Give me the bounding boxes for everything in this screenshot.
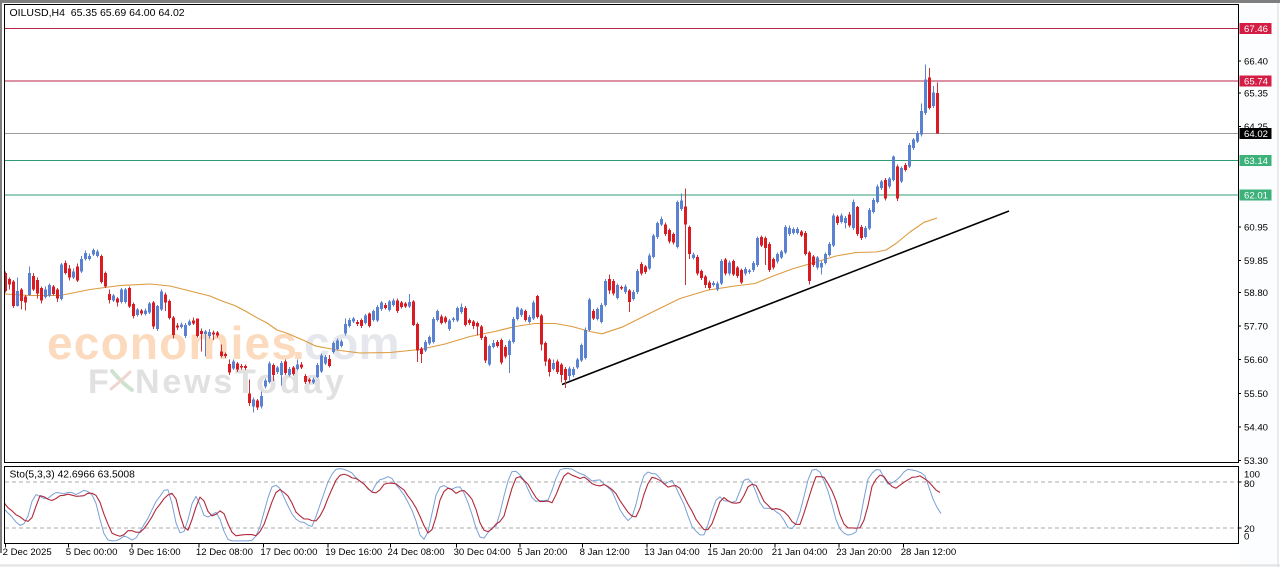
svg-text:64.25: 64.25 [1244, 122, 1268, 133]
svg-text:13 Jan 04:00: 13 Jan 04:00 [644, 547, 699, 558]
svg-text:62.01: 62.01 [1244, 190, 1268, 201]
svg-text:24 Dec 08:00: 24 Dec 08:00 [388, 547, 445, 558]
svg-text:100: 100 [1244, 469, 1260, 480]
svg-text:2 Dec 2025: 2 Dec 2025 [3, 547, 52, 558]
svg-text:OILUSD,H4 65.35 65.69 64.00 6: OILUSD,H4 65.35 65.69 64.00 64.02 [10, 7, 185, 19]
svg-text:economies: economies [47, 317, 298, 369]
svg-text:9 Dec 16:00: 9 Dec 16:00 [129, 547, 181, 558]
svg-text:5 Dec 00:00: 5 Dec 00:00 [66, 547, 118, 558]
svg-text:23 Jan 20:00: 23 Jan 20:00 [836, 547, 891, 558]
svg-text:8 Jan 12:00: 8 Jan 12:00 [580, 547, 630, 558]
svg-text:57.70: 57.70 [1244, 322, 1268, 333]
svg-text:12 Dec 08:00: 12 Dec 08:00 [196, 547, 253, 558]
svg-text:65.35: 65.35 [1244, 88, 1268, 99]
svg-text:20: 20 [1244, 524, 1255, 535]
svg-text:28 Jan 12:00: 28 Jan 12:00 [901, 547, 956, 558]
svg-text:65.74: 65.74 [1244, 77, 1269, 88]
svg-text:15 Jan 20:00: 15 Jan 20:00 [707, 547, 762, 558]
svg-text:59.85: 59.85 [1244, 256, 1268, 267]
svg-text:54.40: 54.40 [1244, 422, 1268, 433]
svg-text:30 Dec 04:00: 30 Dec 04:00 [454, 547, 511, 558]
svg-text:80: 80 [1244, 479, 1255, 490]
svg-text:19 Dec 16:00: 19 Dec 16:00 [325, 547, 382, 558]
svg-text:5 Jan 20:00: 5 Jan 20:00 [517, 547, 567, 558]
svg-text:67.46: 67.46 [1244, 24, 1268, 35]
svg-text:com: com [304, 317, 400, 369]
svg-text:21 Jan 04:00: 21 Jan 04:00 [772, 547, 827, 558]
svg-text:60.95: 60.95 [1244, 223, 1268, 234]
svg-text:63.14: 63.14 [1244, 156, 1269, 167]
svg-text:Sto(5,3,3) 42.6966 63.5008: Sto(5,3,3) 42.6966 63.5008 [10, 470, 136, 481]
svg-text:58.80: 58.80 [1244, 288, 1268, 299]
svg-text:64.02: 64.02 [1244, 129, 1268, 140]
svg-text:66.40: 66.40 [1244, 56, 1268, 67]
svg-text:F: F [88, 363, 112, 401]
svg-text:55.50: 55.50 [1244, 389, 1268, 400]
svg-text:0: 0 [1244, 532, 1249, 543]
svg-text:56.60: 56.60 [1244, 355, 1268, 366]
svg-text:.: . [292, 317, 305, 369]
svg-text:53.30: 53.30 [1244, 456, 1268, 467]
svg-text:17 Dec 00:00: 17 Dec 00:00 [260, 547, 317, 558]
